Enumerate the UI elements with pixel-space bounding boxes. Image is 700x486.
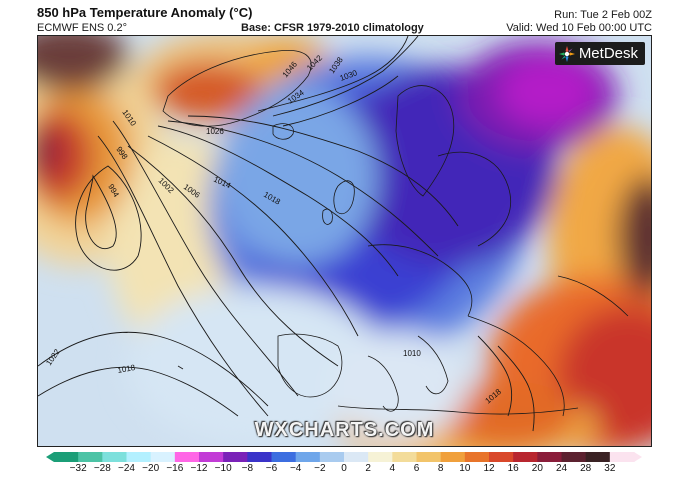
colorbar-segment xyxy=(223,452,248,462)
colorbar-tick-label: −8 xyxy=(241,463,254,474)
colorbar-segment xyxy=(247,452,273,462)
colorbar-tick-label: 6 xyxy=(413,463,420,474)
metdesk-logo: MetDesk xyxy=(554,42,645,65)
run-time-label: Run: Tue 2 Feb 00Z xyxy=(554,9,652,21)
isobar-label: 1026 xyxy=(206,127,224,136)
metdesk-logo-text: MetDesk xyxy=(578,45,638,62)
colorbar-segment xyxy=(537,452,563,462)
colorbar-segment xyxy=(102,452,128,462)
colorbar-tick-labels: −32 −28 −24 −20 −16 −12 −10 −8 −6 −4 −2 0 2 4 6 8 10 12 16… xyxy=(46,463,642,477)
colorbar-segment xyxy=(513,452,538,462)
colorbar-arrow-right xyxy=(634,452,642,462)
colorbar-tick-label: −16 xyxy=(166,463,184,474)
colorbar-segment xyxy=(199,452,224,462)
colorbar-tick-label: −28 xyxy=(93,463,111,474)
colorbar-tick-label: 12 xyxy=(483,463,495,474)
colorbar-segment xyxy=(295,452,321,462)
colorbar-segment xyxy=(271,452,297,462)
colorbar-segment xyxy=(54,452,79,462)
colorbar-tick-label: −32 xyxy=(69,463,87,474)
colorbar-tick-label: −10 xyxy=(214,463,232,474)
isobar-label: 1018 xyxy=(117,363,137,375)
colorbar-tick-label: 20 xyxy=(531,463,543,474)
map-panel: 1010 998 994 1002 1006 1014 1018 1026 10… xyxy=(37,35,652,447)
colorbar-segment xyxy=(392,452,418,462)
colorbar-tick-label: −24 xyxy=(118,463,135,474)
colorbar-tick-label: −6 xyxy=(265,463,278,474)
colorbar-tick-label: 2 xyxy=(365,463,371,474)
colorbar-tick-label: −12 xyxy=(190,463,208,474)
colorbar-segment xyxy=(344,452,369,462)
colorbar-tick-label: −4 xyxy=(289,463,302,474)
anomaly-map: 1010 998 994 1002 1006 1014 1018 1026 10… xyxy=(38,36,651,446)
colorbar-tick-label: 28 xyxy=(580,463,592,474)
metdesk-logo-icon xyxy=(558,45,575,62)
colorbar-segment xyxy=(561,452,587,462)
colorbar-segment xyxy=(464,452,490,462)
colorbar-tick-label: 32 xyxy=(604,463,616,474)
colorbar-strip xyxy=(46,452,642,462)
isobar-lines xyxy=(38,36,535,432)
colorbar-segment xyxy=(368,452,393,462)
base-climatology-label: Base: CFSR 1979-2010 climatology xyxy=(241,22,424,34)
colorbar-segment xyxy=(416,452,442,462)
colorbar-tick-label: −2 xyxy=(314,463,326,474)
colorbar-arrow-left xyxy=(46,452,54,462)
colorbar-segment xyxy=(609,452,635,462)
model-label: ECMWF ENS 0.2° xyxy=(37,22,127,34)
isobar-label: 1010 xyxy=(403,349,421,358)
valid-time-label: Valid: Wed 10 Feb 00:00 UTC xyxy=(506,22,652,34)
chart-title: 850 hPa Temperature Anomaly (°C) xyxy=(37,5,253,20)
colorbar-segment xyxy=(440,452,466,462)
colorbar-segment xyxy=(585,452,611,462)
colorbar-tick-label: 10 xyxy=(459,463,471,474)
colorbar-segment xyxy=(319,452,345,462)
anomaly-field xyxy=(38,36,651,446)
colorbar-segment xyxy=(126,452,152,462)
colorbar-tick-label: −20 xyxy=(142,463,160,474)
colorbar-segment xyxy=(78,452,103,462)
colorbar-segment xyxy=(150,452,176,462)
colorbar-segment xyxy=(489,452,514,462)
colorbar-tick-label: 16 xyxy=(507,463,519,474)
colorbar-segment xyxy=(174,452,200,462)
colorbar-tick-label: 24 xyxy=(555,463,568,474)
colorbar-tick-label: 0 xyxy=(341,463,347,474)
colorbar-tick-label: 4 xyxy=(389,463,396,474)
wxcharts-watermark: WXCHARTS.COM xyxy=(254,419,435,441)
colorbar-tick-label: 8 xyxy=(437,463,444,474)
colorbar: −32 −28 −24 −20 −16 −12 −10 −8 −6 −4 −2 0 2 4 6 8 10 12 16… xyxy=(46,452,642,482)
